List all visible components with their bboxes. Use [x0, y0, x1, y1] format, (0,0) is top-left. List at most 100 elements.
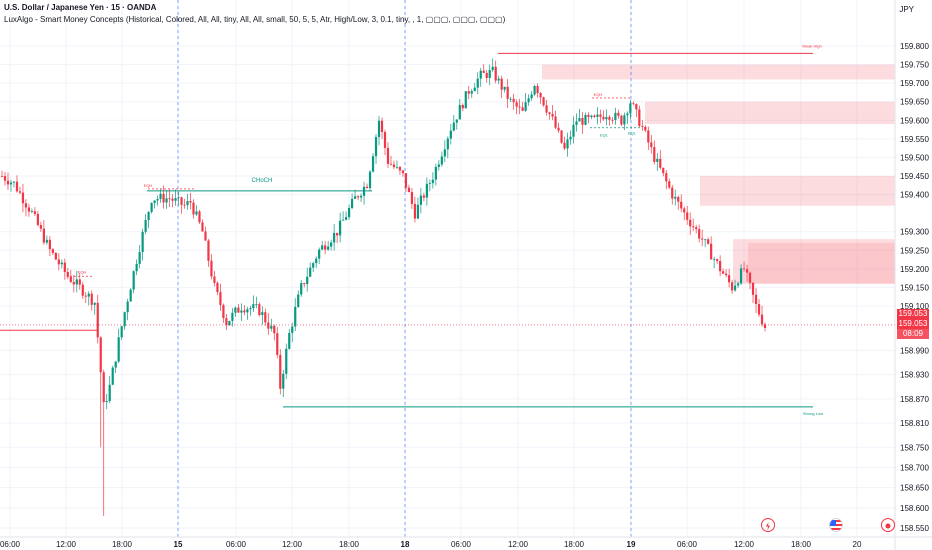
candle-body — [192, 202, 195, 215]
candle-body — [228, 320, 231, 326]
candle-body — [324, 245, 327, 250]
candle-body — [653, 147, 656, 162]
candle-body — [374, 137, 378, 157]
currency-label[interactable]: JPY — [899, 5, 914, 14]
candle-body — [54, 252, 57, 260]
candle-body — [231, 312, 234, 321]
indicator-legend[interactable]: LuxAlgo - Smart Money Concepts (Historic… — [4, 15, 506, 24]
candle-body — [602, 116, 605, 120]
candle-body — [539, 93, 542, 98]
time-axis[interactable]: 06:00 12:00 18:00 15 06:00 12:00 18:00 18 06:00 1… — [0, 540, 862, 549]
candle-body — [63, 262, 66, 272]
candle-body — [509, 98, 512, 100]
record-icon[interactable] — [881, 518, 895, 532]
candle-body — [359, 195, 363, 198]
candle-body — [261, 312, 264, 316]
candle-body — [683, 208, 686, 213]
candle-body — [680, 201, 683, 209]
candle-body — [730, 282, 734, 291]
y-tick-label: 159.100 — [900, 302, 929, 311]
x-tick-label: 20 — [853, 540, 862, 549]
candle-body — [668, 181, 671, 188]
candle-body — [719, 261, 722, 272]
candle-body — [395, 166, 399, 168]
candle-body — [677, 196, 680, 202]
chart-title: U.S. Dollar / Japanese Yen · 15 · OANDA — [4, 3, 157, 12]
annotation-label: EQH — [594, 92, 603, 97]
candle-body — [461, 105, 464, 109]
candle-body — [105, 401, 108, 403]
candle-body — [153, 200, 156, 203]
candle-body — [300, 283, 303, 295]
candle-body — [171, 198, 174, 201]
candle-body — [48, 239, 51, 250]
candle-body — [614, 112, 617, 121]
candle-body — [186, 201, 189, 206]
x-tick-label: 06:00 — [451, 540, 472, 549]
candle-body — [431, 179, 434, 184]
candle-body — [138, 252, 141, 264]
candle-body — [282, 373, 285, 389]
candle-body — [647, 130, 650, 143]
candle-body — [635, 104, 638, 110]
candle-body — [183, 204, 186, 206]
candle-body — [264, 312, 267, 323]
candle-body — [695, 227, 698, 230]
candle-body — [410, 192, 414, 204]
candle-body — [24, 203, 28, 208]
candle-body — [234, 307, 237, 313]
candle-body — [30, 211, 34, 213]
candle-body — [347, 207, 351, 218]
price-axis[interactable]: 159.800 159.750 159.700 159.650 159.600 159.5… — [900, 42, 929, 533]
y-tick-label: 158.600 — [900, 504, 929, 513]
y-tick-label: 158.550 — [900, 524, 929, 533]
annotation-label: EQL — [600, 133, 609, 138]
x-tick-label: 06:00 — [0, 540, 21, 549]
candle-body — [689, 219, 692, 227]
candle-body — [90, 293, 93, 305]
candle-body — [554, 116, 557, 128]
candle-body — [141, 231, 144, 253]
ask-price-tag: 159.053 — [897, 319, 929, 329]
candle-body — [198, 211, 201, 223]
candle-body — [306, 276, 309, 285]
candle-body — [321, 245, 324, 250]
candle-body — [36, 213, 40, 225]
candle-body — [428, 183, 431, 184]
candle-body — [252, 304, 255, 309]
candle-body — [108, 384, 111, 402]
candle-body — [527, 98, 530, 103]
candle-body — [18, 191, 22, 193]
candle-body — [216, 282, 219, 293]
candle-body — [279, 354, 282, 389]
candle-body — [551, 113, 554, 117]
candle-body — [342, 219, 345, 221]
candle-body — [102, 372, 105, 403]
y-tick-label: 158.990 — [900, 346, 929, 355]
y-tick-label: 159.750 — [900, 61, 929, 70]
candle-body — [560, 130, 563, 143]
candle-body — [530, 94, 533, 99]
candle-body — [117, 337, 120, 362]
candle-body — [249, 308, 252, 310]
us-flag-icon[interactable] — [829, 518, 843, 532]
candle-body — [377, 120, 381, 138]
candle-body — [165, 198, 168, 203]
candle-body — [470, 91, 473, 94]
candle-body — [742, 268, 746, 270]
candle-body — [114, 361, 117, 368]
candle-body — [425, 183, 428, 198]
candle-body — [81, 284, 84, 296]
candle-body — [626, 113, 629, 116]
candle-body — [96, 302, 99, 338]
candle-body — [135, 263, 138, 272]
lightning-icon[interactable] — [761, 518, 775, 532]
candle-body — [698, 229, 701, 239]
candle-body — [210, 260, 213, 277]
candle-body — [476, 78, 479, 88]
candle-body — [84, 295, 87, 297]
candle-body — [219, 292, 222, 306]
y-tick-label: 158.700 — [900, 463, 929, 472]
candle-body — [237, 307, 240, 313]
